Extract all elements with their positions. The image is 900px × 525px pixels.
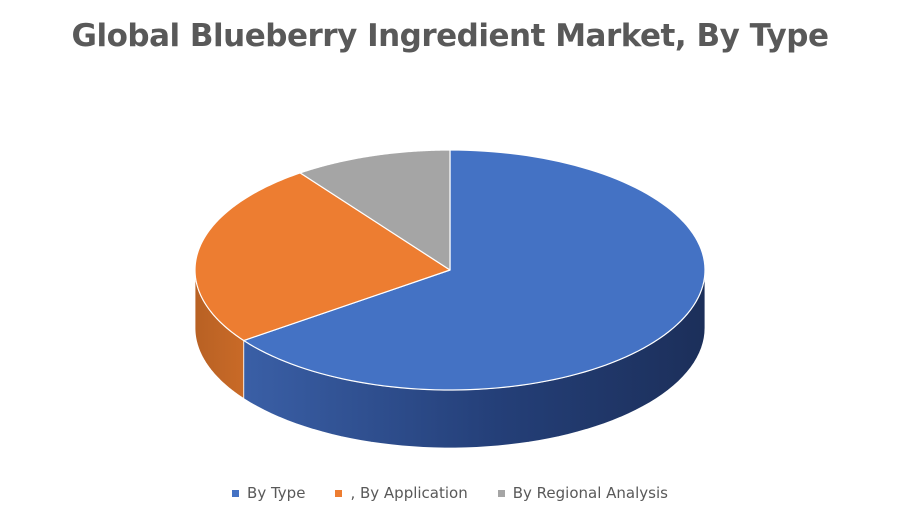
legend-item-by-application: , By Application (335, 484, 468, 502)
legend-item-by-regional-analysis: By Regional Analysis (497, 484, 668, 502)
legend-swatch-by-regional-analysis (497, 489, 505, 497)
pie-slice-by-application (194, 172, 451, 342)
legend-label-by-regional-analysis: By Regional Analysis (512, 484, 668, 502)
legend-swatch-by-type (232, 489, 240, 497)
legend-label-by-application: , By Application (350, 484, 468, 502)
pie-slice-by-type (243, 149, 706, 391)
pie-tops (194, 149, 706, 391)
pie-slice-by-regional-analysis (299, 149, 451, 271)
legend-item-by-type: By Type (232, 484, 305, 502)
chart-title: Global Blueberry Ingredient Market, By T… (71, 18, 829, 54)
legend-swatch-by-application (335, 489, 343, 497)
legend-label-by-type: By Type (247, 484, 306, 502)
legend: By Type , By Application By Regional Ana… (0, 484, 900, 502)
